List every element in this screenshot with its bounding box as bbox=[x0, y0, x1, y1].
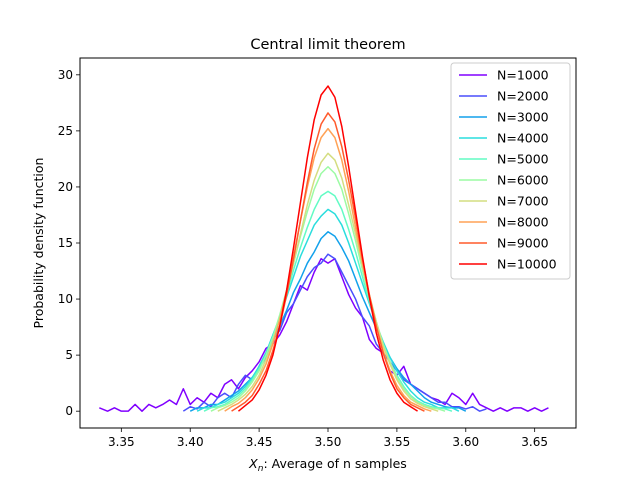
legend-label: N=8000 bbox=[497, 215, 549, 230]
x-tick-label: 3.45 bbox=[246, 435, 273, 449]
series-line-4 bbox=[196, 208, 460, 412]
chart-title: Central limit theorem bbox=[250, 37, 405, 53]
legend-label: N=2000 bbox=[497, 89, 549, 104]
x-axis-label: Xn: Average of n samples bbox=[248, 456, 407, 474]
series-line-10 bbox=[237, 85, 418, 412]
y-tick-label: 20 bbox=[58, 180, 73, 194]
y-tick-label: 0 bbox=[65, 404, 73, 418]
series-line-1 bbox=[99, 257, 549, 412]
y-tick-label: 15 bbox=[58, 236, 73, 250]
series-line-7 bbox=[217, 152, 439, 412]
legend-label: N=9000 bbox=[497, 236, 549, 251]
x-tick-label: 3.50 bbox=[315, 435, 342, 449]
y-axis: 0 5 10 15 20 25 30 bbox=[58, 68, 80, 418]
legend-label: N=3000 bbox=[497, 110, 549, 125]
legend-label: N=7000 bbox=[497, 194, 549, 209]
legend-label: N=5000 bbox=[497, 152, 549, 167]
legend-label: N=1000 bbox=[497, 68, 549, 83]
plot-area bbox=[99, 85, 549, 412]
y-tick-label: 10 bbox=[58, 292, 73, 306]
y-axis-label: Probability density function bbox=[31, 158, 46, 329]
series-line-9 bbox=[231, 112, 425, 412]
legend: N=1000 N=2000 N=3000 N=4000 N=5000 N=6000 N=70… bbox=[450, 62, 571, 280]
series-line-8 bbox=[224, 127, 432, 412]
x-tick-label: 3.55 bbox=[384, 435, 411, 449]
x-tick-label: 3.35 bbox=[108, 435, 135, 449]
y-tick-label: 5 bbox=[65, 348, 73, 362]
series-line-6 bbox=[210, 166, 446, 412]
y-tick-label: 30 bbox=[58, 68, 73, 82]
x-tick-label: 3.40 bbox=[177, 435, 204, 449]
x-tick-label: 3.60 bbox=[452, 435, 479, 449]
x-axis: 3.35 3.40 3.45 3.50 3.55 3.60 3.65 bbox=[108, 428, 548, 449]
legend-label: N=4000 bbox=[497, 131, 549, 146]
x-tick-label: 3.65 bbox=[521, 435, 548, 449]
series-line-3 bbox=[189, 231, 467, 412]
legend-label: N=6000 bbox=[497, 173, 549, 188]
legend-label: N=10000 bbox=[497, 257, 557, 272]
x-axis-label-subscript: n bbox=[258, 464, 264, 474]
x-axis-label-symbol: X bbox=[248, 456, 258, 471]
y-tick-label: 25 bbox=[58, 124, 73, 138]
x-axis-label-text: : Average of n samples bbox=[263, 456, 406, 471]
